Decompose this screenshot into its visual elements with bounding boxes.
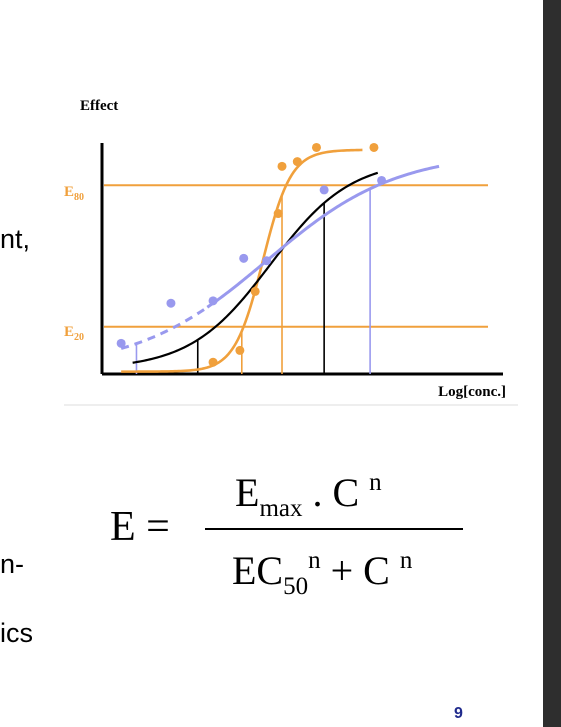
- svg-text:E80: E80: [64, 184, 84, 203]
- data-point-lavender: [377, 175, 387, 185]
- y-axis-label: Effect: [80, 98, 118, 114]
- ref-label-e20: E20: [64, 324, 84, 343]
- data-point-lavender: [166, 298, 176, 308]
- text-fragment: nt,: [0, 224, 31, 254]
- data-point-lavender: [239, 253, 249, 263]
- side-bar: [543, 0, 561, 727]
- data-point-orange: [208, 357, 218, 367]
- text-fragment: n-: [0, 549, 25, 579]
- fraction-bar: [205, 528, 463, 530]
- x-axis-label: Log[conc.]: [438, 384, 506, 400]
- data-point-orange: [311, 142, 321, 152]
- page-number: 9: [454, 705, 463, 722]
- data-point-lavender: [319, 185, 329, 195]
- hill-equation: E = Emax . C n EC50n + C n: [110, 470, 490, 610]
- series-curve-black: [132, 171, 379, 364]
- data-point-lavender: [262, 256, 272, 266]
- series-curve-lavender: [206, 164, 440, 309]
- data-point-orange: [277, 161, 287, 171]
- ref-label-e80: E80: [64, 184, 84, 203]
- formula-numerator: Emax . C n: [235, 469, 382, 522]
- data-point-lavender: [208, 296, 218, 306]
- series-curve-orange: [121, 148, 363, 373]
- plot-area: [100, 142, 503, 376]
- data-point-orange: [369, 142, 379, 152]
- data-point-orange: [292, 157, 302, 167]
- data-point-orange: [235, 345, 245, 355]
- data-point-lavender: [116, 338, 126, 348]
- text-fragment: ics: [0, 618, 33, 648]
- chart-svg: Effect Log[conc.] E80 E20: [64, 98, 518, 406]
- data-point-orange: [273, 209, 283, 219]
- formula-lhs: E =: [110, 504, 170, 550]
- svg-text:E20: E20: [64, 324, 84, 343]
- dose-response-chart: Effect Log[conc.] E80 E20: [58, 88, 518, 408]
- series-curve-lavender-dashed: [120, 307, 207, 350]
- data-point-orange: [250, 286, 260, 296]
- formula-denominator: EC50n + C n: [232, 547, 413, 600]
